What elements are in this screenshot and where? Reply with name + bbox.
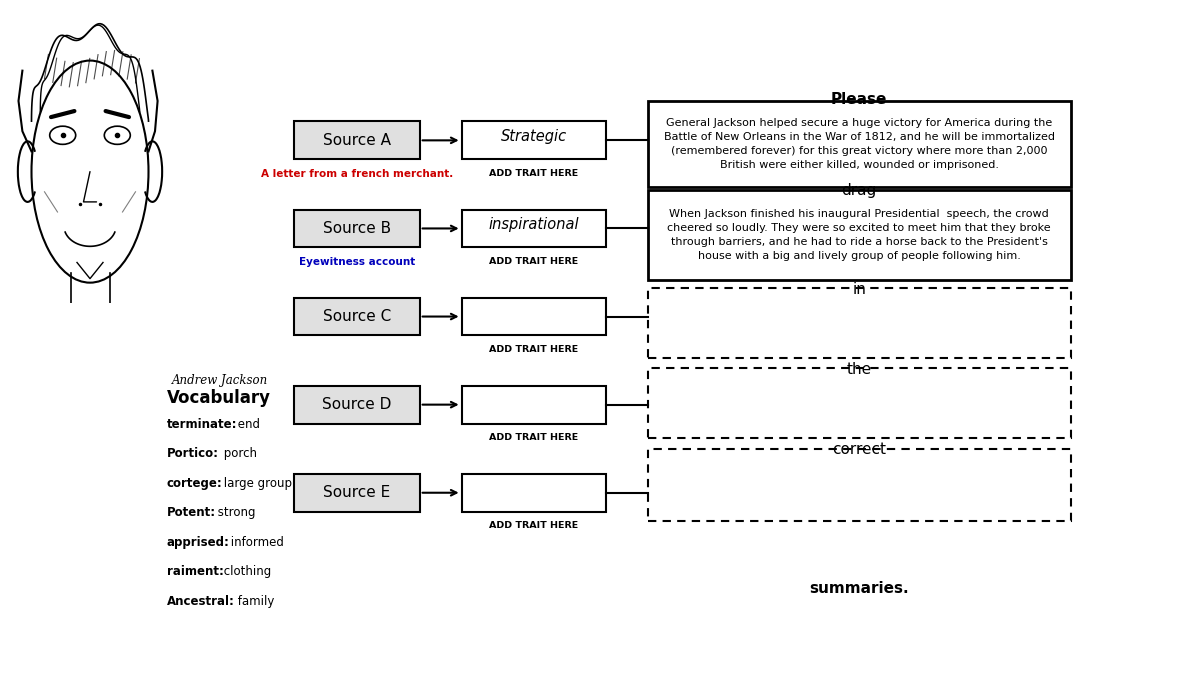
Text: terminate:: terminate:	[167, 417, 238, 431]
Text: A letter from a french merchant.: A letter from a french merchant.	[260, 169, 454, 178]
Text: Vocabulary: Vocabulary	[167, 389, 271, 407]
Text: ADD TRAIT HERE: ADD TRAIT HERE	[490, 345, 578, 354]
Bar	[462, 121, 606, 160]
Text: apprised:: apprised:	[167, 536, 229, 548]
Text: the: the	[846, 362, 871, 377]
Text: General Jackson helped secure a huge victory for America during the
Battle of Ne: General Jackson helped secure a huge vic…	[664, 118, 1055, 170]
Bar	[462, 474, 606, 511]
Bar	[294, 209, 420, 248]
Text: correct: correct	[832, 442, 886, 458]
Text: strong: strong	[214, 506, 256, 519]
Text: ADD TRAIT HERE: ADD TRAIT HERE	[490, 433, 578, 442]
Text: porch: porch	[221, 447, 257, 460]
Bar	[462, 297, 606, 335]
Text: clothing: clothing	[221, 565, 271, 578]
Text: drag: drag	[841, 183, 877, 199]
Text: large group: large group	[221, 476, 293, 490]
Text: Source A: Source A	[323, 133, 391, 148]
Text: cortege:: cortege:	[167, 476, 222, 490]
Text: in: in	[852, 282, 866, 297]
Text: Portico:: Portico:	[167, 447, 218, 460]
Bar	[294, 121, 420, 160]
Text: Ancestral:: Ancestral:	[167, 595, 235, 608]
Text: end: end	[234, 417, 259, 431]
Text: raiment:: raiment:	[167, 565, 223, 578]
Ellipse shape	[31, 61, 149, 283]
Bar	[462, 386, 606, 423]
Bar	[648, 288, 1070, 358]
Text: inspirational: inspirational	[488, 217, 578, 232]
Bar	[648, 190, 1070, 280]
Text: Andrew Jackson: Andrew Jackson	[172, 374, 268, 386]
Text: ADD TRAIT HERE: ADD TRAIT HERE	[490, 256, 578, 266]
Text: Strategic: Strategic	[500, 129, 566, 144]
Text: When Jackson finished his inaugural Presidential  speech, the crowd
cheered so l: When Jackson finished his inaugural Pres…	[667, 209, 1051, 261]
Text: Source E: Source E	[323, 485, 390, 500]
Text: Potent:: Potent:	[167, 506, 216, 519]
Text: Source C: Source C	[323, 309, 391, 324]
Text: Source B: Source B	[323, 221, 391, 236]
Text: summaries.: summaries.	[809, 581, 908, 596]
Bar	[294, 474, 420, 511]
Bar	[648, 102, 1070, 187]
Text: Source D: Source D	[323, 397, 391, 412]
Text: ADD TRAIT HERE: ADD TRAIT HERE	[490, 169, 578, 178]
Text: ADD TRAIT HERE: ADD TRAIT HERE	[490, 521, 578, 530]
Bar	[648, 368, 1070, 438]
Text: informed: informed	[227, 536, 284, 548]
Text: Eyewitness account: Eyewitness account	[299, 256, 415, 267]
Text: Please: Please	[830, 92, 887, 107]
Bar	[294, 297, 420, 335]
Bar	[648, 449, 1070, 521]
Bar	[462, 209, 606, 248]
Text: family: family	[234, 595, 274, 608]
Bar	[294, 386, 420, 423]
